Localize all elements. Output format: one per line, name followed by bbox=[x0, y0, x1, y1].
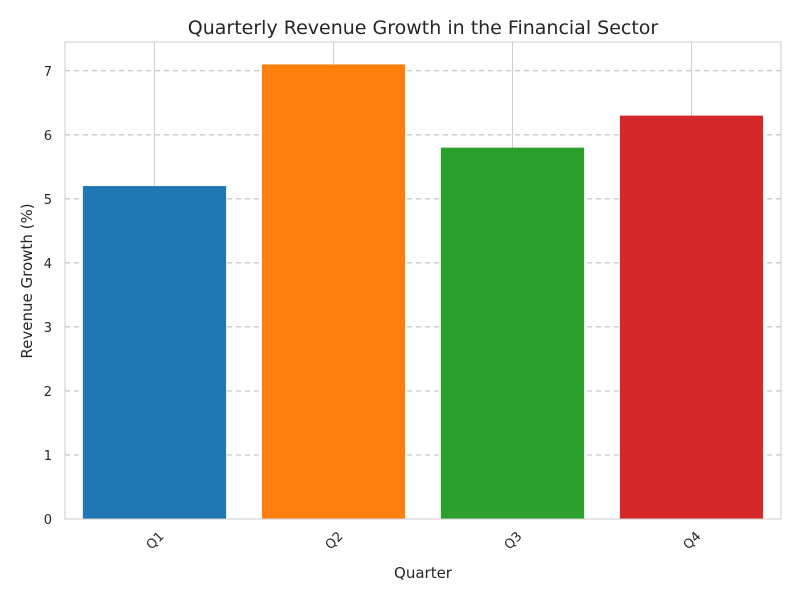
x-axis-label: Quarter bbox=[394, 564, 453, 582]
y-tick-label: 6 bbox=[44, 129, 52, 144]
chart-title: Quarterly Revenue Growth in the Financia… bbox=[188, 17, 659, 39]
bar-q3 bbox=[440, 147, 585, 520]
bar-q4 bbox=[619, 115, 764, 520]
bar-q2 bbox=[261, 64, 406, 519]
y-tick-label: 4 bbox=[44, 257, 52, 272]
y-tick-label: 2 bbox=[44, 385, 52, 400]
y-tick-labels: 0 1 2 3 4 5 6 7 bbox=[44, 65, 52, 528]
bar-q1 bbox=[82, 186, 227, 519]
y-axis-label: Revenue Growth (%) bbox=[18, 203, 36, 358]
y-tick-label: 5 bbox=[44, 193, 52, 208]
plot-frame bbox=[64, 41, 782, 520]
bars bbox=[82, 64, 764, 520]
y-tick-label: 1 bbox=[44, 449, 52, 464]
y-tick-label: 3 bbox=[44, 321, 52, 336]
y-tick-label: 0 bbox=[44, 513, 52, 528]
y-tick-label: 7 bbox=[44, 65, 52, 80]
